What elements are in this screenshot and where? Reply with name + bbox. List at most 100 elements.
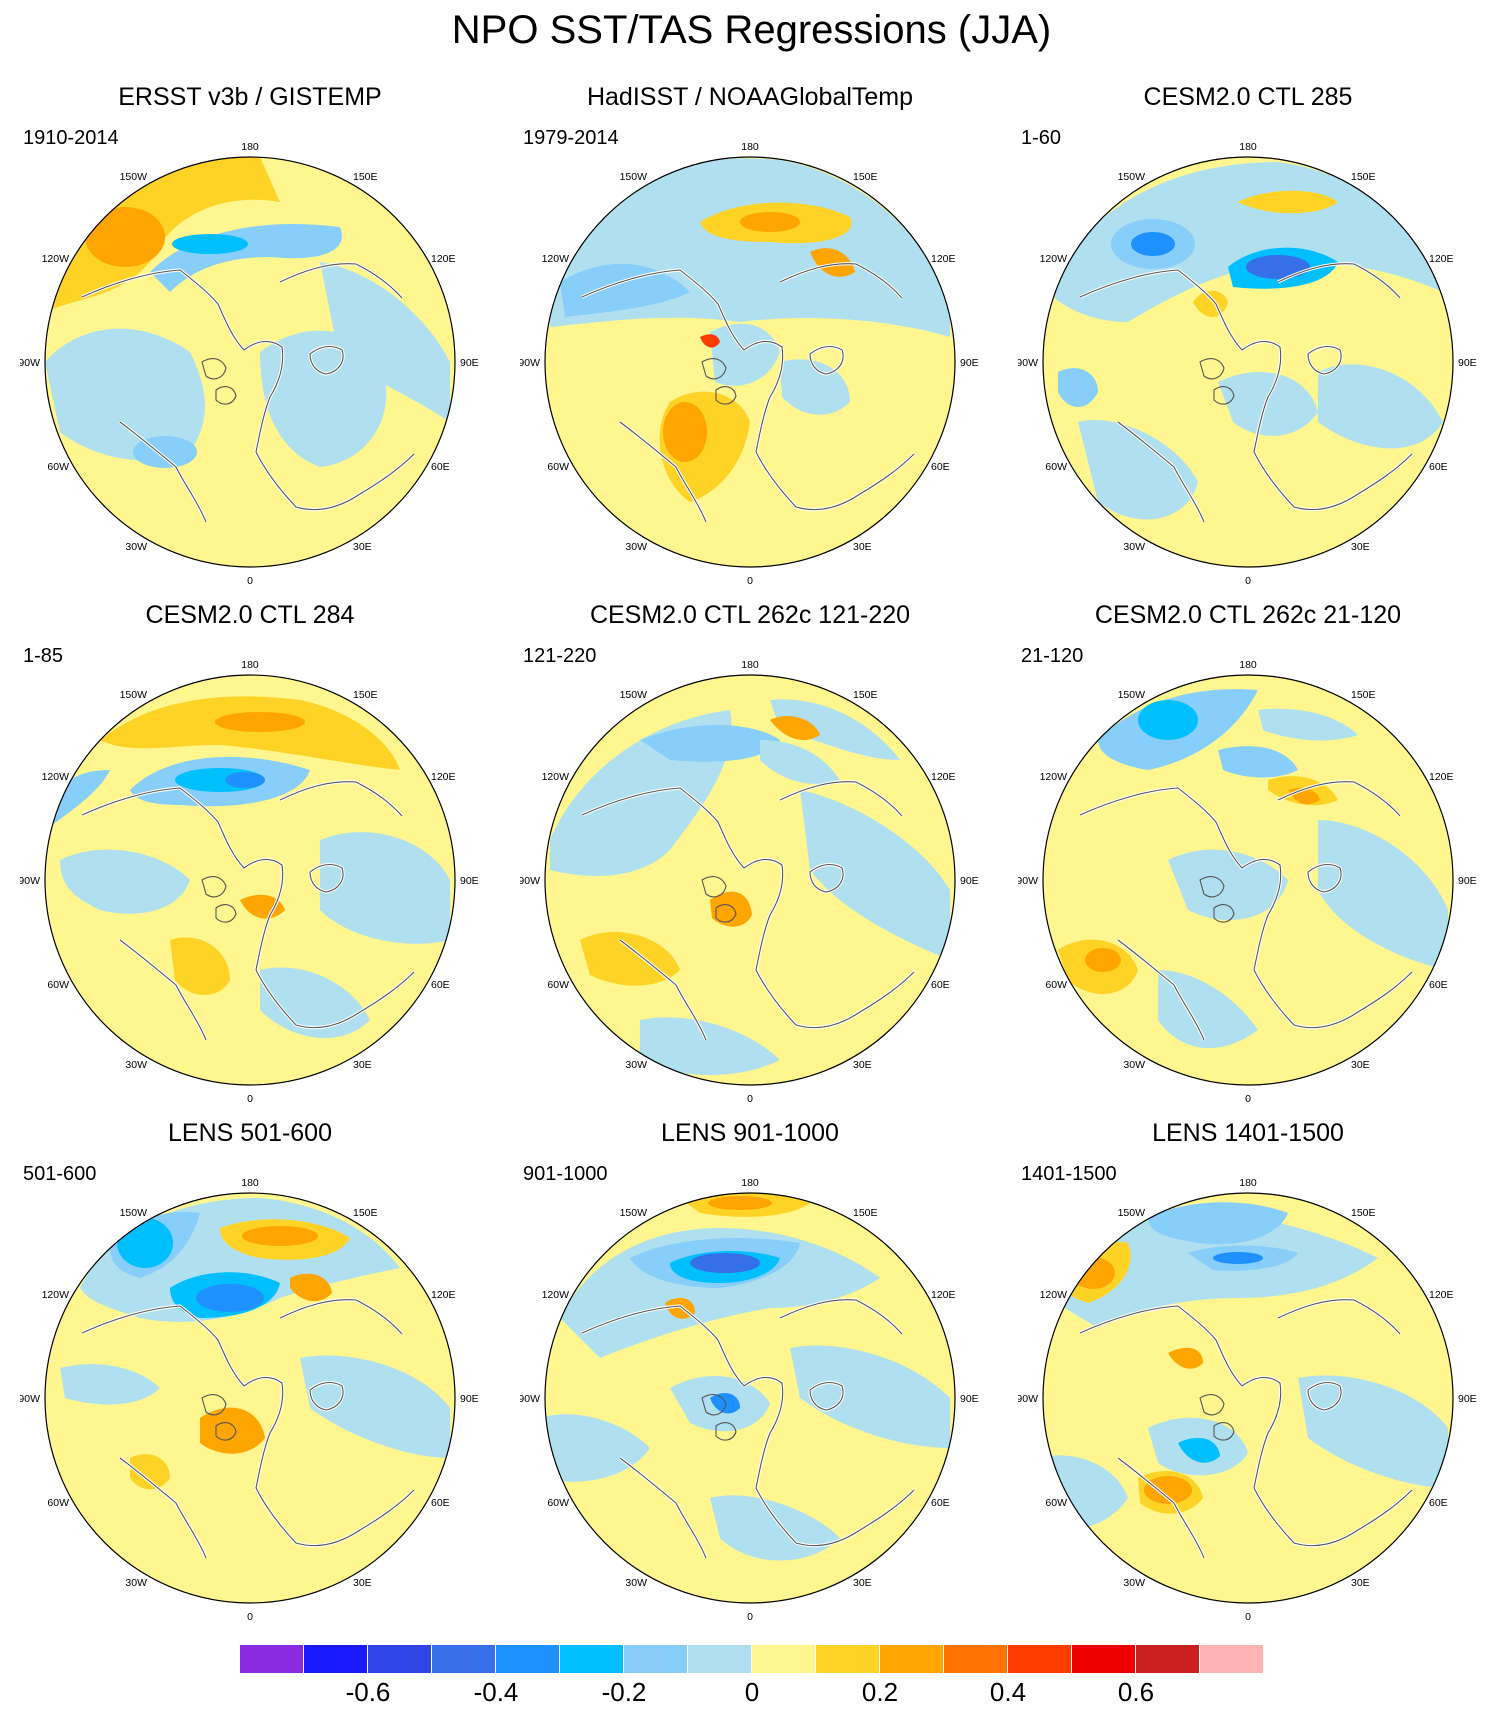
lon-label-150w: 150W: [1118, 171, 1146, 183]
lon-label-60e: 60E: [1429, 1497, 1448, 1509]
lon-label-30w: 30W: [125, 541, 147, 553]
colorbar-tick-label: -0.6: [345, 1677, 391, 1707]
contour-region: [1318, 364, 1443, 449]
lon-label-0: 0: [247, 1611, 253, 1623]
lon-label-30e: 30E: [1351, 1577, 1370, 1589]
lon-label-90e: 90E: [1458, 875, 1477, 887]
polar-map: 180 0 90W 90E 150W 150E 120W 120E 60W 60…: [520, 141, 979, 587]
colorbar-box: [624, 1645, 688, 1673]
contour-region: [100, 696, 400, 770]
polar-map: 180 0 90W 90E 150W 150E 120W 120E 60W 60…: [1018, 1177, 1477, 1623]
lon-label-30w: 30W: [625, 1577, 647, 1589]
map-disk: [44, 674, 456, 1086]
lon-label-30w: 30W: [125, 1059, 147, 1071]
lon-label-30e: 30E: [1351, 541, 1370, 553]
lon-label-180: 180: [741, 1177, 759, 1189]
colorbar-box: [1136, 1645, 1200, 1673]
contour-region: [1218, 372, 1318, 436]
lon-label-0: 0: [747, 1093, 753, 1105]
lon-label-150w: 150W: [1118, 689, 1146, 701]
lon-label-30w: 30W: [125, 1577, 147, 1589]
contour-region: [1131, 232, 1175, 256]
map-disk: [44, 1192, 456, 1604]
lon-label-90w: 90W: [520, 1393, 540, 1405]
colorbar-box: [816, 1645, 880, 1673]
lon-label-30w: 30W: [1123, 1577, 1145, 1589]
contour-region: [225, 772, 265, 788]
contour-region: [790, 1345, 950, 1448]
lon-label-120e: 120E: [431, 1289, 456, 1301]
contour-region: [1138, 700, 1198, 740]
contour-region: [117, 1218, 173, 1268]
polar-map: 180 0 90W 90E 150W 150E 120W 120E 60W 60…: [20, 659, 479, 1105]
map-panel: LENS 1401-1500: [1018, 1118, 1478, 1623]
contour-region: [580, 931, 680, 986]
panel-title: ERSST v3b / GISTEMP: [118, 83, 382, 111]
contour-region: [200, 1407, 265, 1454]
lon-label-30w: 30W: [1123, 541, 1145, 553]
colorbar-tick-label: 0.6: [1117, 1677, 1155, 1707]
lon-label-60w: 60W: [1045, 461, 1067, 473]
contour-region: [1238, 190, 1338, 214]
colorbar: -0.6 -0.4 -0.2 0 0.2 0.4 0.6: [240, 1645, 1264, 1710]
lon-label-120w: 120W: [42, 771, 70, 783]
map-panel: LENS 501-600: [20, 1118, 480, 1623]
lon-label-90e: 90E: [460, 357, 479, 369]
map-disk: [544, 1192, 956, 1604]
panel-years: 901-1000: [523, 1163, 608, 1185]
contour-region: [170, 937, 230, 995]
lon-label-150w: 150W: [620, 171, 648, 183]
lon-label-120e: 120E: [931, 253, 956, 265]
contour-region: [1085, 948, 1121, 972]
contour-region: [640, 1017, 780, 1075]
contour-region: [130, 1454, 170, 1490]
lon-label-30e: 30E: [353, 541, 372, 553]
colorbar-tick-label: 0.2: [861, 1677, 899, 1707]
polar-map: 180 0 90W 90E 150W 150E 120W 120E 60W 60…: [20, 1177, 479, 1623]
colorbar-box: [432, 1645, 496, 1673]
panel-years: 501-600: [23, 1163, 97, 1185]
lon-label-150e: 150E: [353, 689, 378, 701]
contour-region: [770, 699, 900, 760]
lon-label-150w: 150W: [120, 171, 148, 183]
panel-title: CESM2.0 CTL 284: [145, 601, 355, 629]
lon-label-30e: 30E: [853, 1059, 872, 1071]
panel-title: LENS 901-1000: [661, 1119, 839, 1147]
lon-label-0: 0: [1245, 1611, 1251, 1623]
colorbar-box: [304, 1645, 368, 1673]
map-panel: CESM2.0 CTL 284: [20, 600, 480, 1105]
lon-label-150e: 150E: [353, 1207, 378, 1219]
polar-map: 180 0 90W 90E 150W 150E 120W 120E 60W 60…: [520, 659, 979, 1105]
lon-label-30e: 30E: [1351, 1059, 1370, 1071]
lon-label-90w: 90W: [520, 357, 540, 369]
contour-region: [85, 207, 165, 267]
panel-title: CESM2.0 CTL 262c 21-120: [1094, 601, 1402, 629]
lon-label-120w: 120W: [542, 771, 570, 783]
lon-label-60e: 60E: [931, 1497, 950, 1509]
colorbar-box: [688, 1645, 752, 1673]
contour-region: [663, 402, 707, 462]
map-panel: ERSST v3b / GISTEMP: [20, 82, 480, 587]
lon-label-90e: 90E: [960, 1393, 979, 1405]
colorbar-tick-label: -0.2: [601, 1677, 647, 1707]
lon-label-90e: 90E: [460, 875, 479, 887]
panel-title: CESM2.0 CTL 285: [1143, 83, 1353, 111]
lon-label-0: 0: [747, 1611, 753, 1623]
lon-label-120e: 120E: [1429, 771, 1454, 783]
contour-region: [320, 262, 450, 422]
lon-label-120e: 120E: [431, 253, 456, 265]
lon-label-60w: 60W: [47, 1497, 69, 1509]
panel-years: 1-85: [23, 645, 64, 667]
contour-region: [1148, 1202, 1288, 1245]
contour-region: [1318, 820, 1448, 970]
contour-region: [710, 323, 780, 386]
contour-region: [560, 263, 690, 317]
lon-label-120e: 120E: [931, 771, 956, 783]
lon-label-120w: 120W: [542, 253, 570, 265]
map-panel: CESM2.0 CTL 262c 121-220: [520, 600, 980, 1105]
lon-label-60e: 60E: [1429, 979, 1448, 991]
contour-region: [710, 891, 752, 927]
polar-map: 180 0 90W 90E 150W 150E 120W 120E 60W 60…: [1018, 141, 1477, 587]
lon-label-0: 0: [247, 575, 253, 587]
lon-label-30w: 30W: [625, 1059, 647, 1071]
